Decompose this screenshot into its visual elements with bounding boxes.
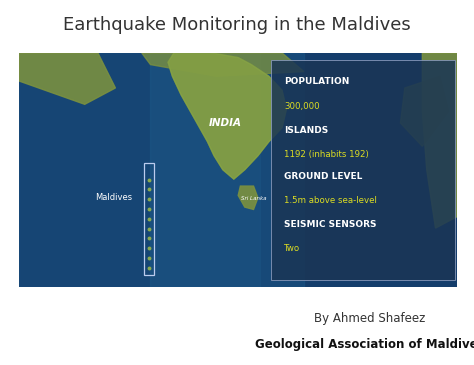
Text: By Ahmed Shafeez: By Ahmed Shafeez [314,312,425,325]
Bar [19,53,260,287]
Polygon shape [401,76,448,146]
Text: Geological Association of Maldives: Geological Association of Maldives [255,338,474,351]
Polygon shape [142,53,304,76]
Polygon shape [19,53,116,104]
Text: SEISMIC SENSORS: SEISMIC SENSORS [284,220,377,229]
Text: POPULATION: POPULATION [284,77,350,87]
Text: 300,000: 300,000 [284,101,320,111]
Polygon shape [238,186,258,210]
Text: Maldives: Maldives [95,193,132,202]
Text: 1192 (inhabits 192): 1192 (inhabits 192) [284,150,369,159]
Text: INDIA: INDIA [209,118,242,128]
Polygon shape [168,48,286,179]
Text: Two: Two [284,244,301,253]
Bar [151,53,304,287]
FancyBboxPatch shape [271,60,455,280]
Text: Sri Lanka: Sri Lanka [241,196,266,201]
Text: 1.5m above sea-level: 1.5m above sea-level [284,196,377,205]
Text: Earthquake Monitoring in the Maldives: Earthquake Monitoring in the Maldives [63,16,411,34]
Polygon shape [168,48,286,179]
Polygon shape [422,53,457,228]
Text: GROUND LEVEL: GROUND LEVEL [284,172,363,181]
Text: ISLANDS: ISLANDS [284,126,328,135]
Bar [144,163,154,275]
